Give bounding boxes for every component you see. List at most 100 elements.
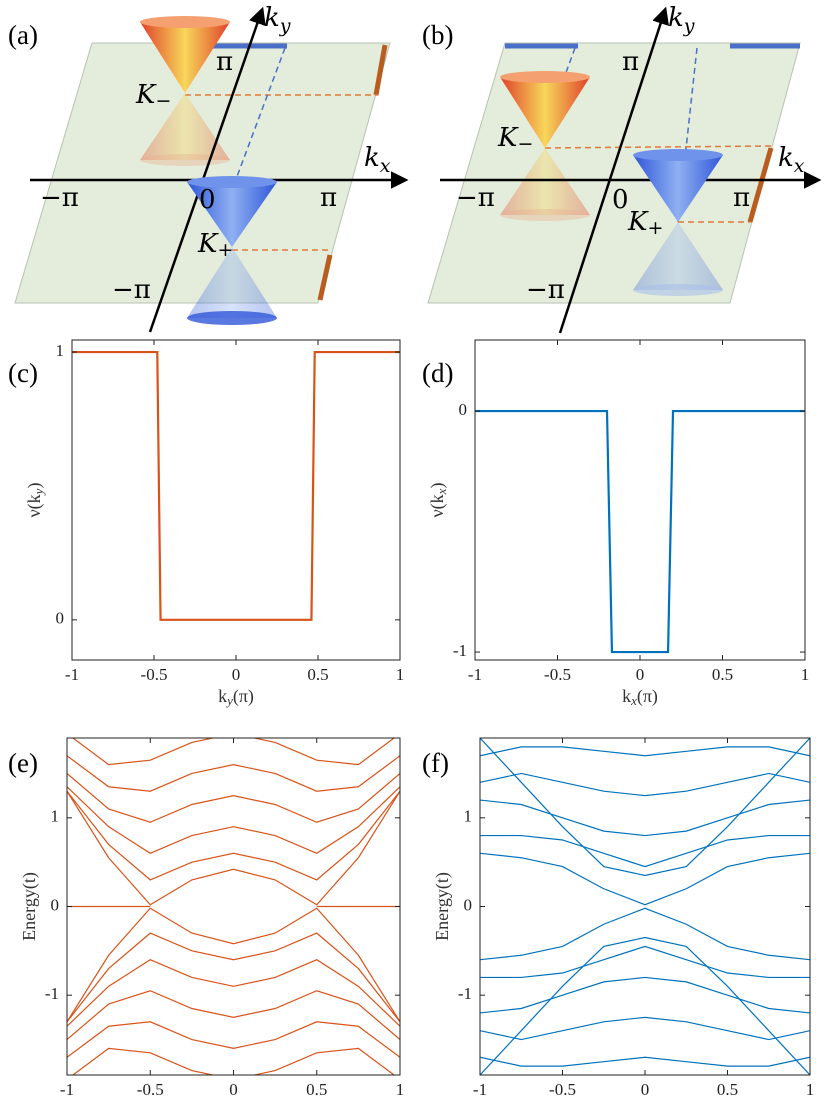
y-tick-label: 0 — [464, 895, 473, 914]
x-tick-label: -1 — [473, 1080, 487, 1099]
band-line — [480, 1016, 810, 1041]
x-axis-label: ky(π) — [218, 686, 254, 708]
ky-axis — [558, 6, 669, 334]
x-tick-label: 0 — [232, 665, 241, 684]
valley-label-sub: − — [517, 133, 533, 155]
band-line — [67, 1021, 400, 1058]
tick-label: π — [733, 183, 750, 213]
axis-label: ky — [264, 3, 291, 37]
valley-label-part: K — [135, 80, 157, 110]
band-line — [480, 976, 810, 1014]
x-axis-label-part: y — [225, 693, 233, 708]
cone — [633, 149, 723, 161]
y-tick-label: -1 — [45, 984, 59, 1003]
band-line — [67, 990, 400, 1040]
band-line — [475, 409, 805, 654]
y-axis-label-part: ν(k — [24, 494, 45, 517]
cone — [187, 176, 277, 188]
valley-label: K+ — [197, 229, 233, 261]
x-axis-label-part: k — [218, 686, 227, 706]
y-axis-label-part: ) — [427, 483, 448, 489]
axis-label-part: k — [778, 143, 794, 173]
cone — [187, 182, 277, 247]
x-tick-label: -1 — [60, 1080, 74, 1099]
x-axis-label-part: k — [622, 686, 631, 706]
x-tick-label: -1 — [65, 665, 79, 684]
band-line — [480, 834, 810, 868]
band-line — [480, 945, 810, 979]
x-tick-label: 0 — [636, 665, 645, 684]
axis-label-part: k — [364, 143, 380, 173]
valley-label: K− — [135, 80, 171, 112]
axes-box — [71, 339, 401, 661]
axis-label-sub: x — [380, 155, 391, 177]
y-axis-label: Energy(t) — [19, 872, 40, 941]
y-tick-label: 0 — [51, 895, 60, 914]
valley-label-sub: + — [647, 217, 663, 239]
y-axis-label-part: ν(k — [427, 494, 448, 517]
dashed-guide — [231, 47, 286, 191]
tick-label: −π — [456, 183, 495, 213]
y-tick-label: 1 — [51, 807, 60, 826]
x-tick-label: -1 — [468, 665, 482, 684]
cone — [500, 209, 590, 221]
valley-label-sub: + — [217, 239, 233, 261]
origin-label: 0 — [199, 185, 216, 215]
cone — [633, 284, 723, 296]
x-tick-label: 0 — [641, 1080, 650, 1099]
cone — [187, 247, 277, 318]
cone — [500, 77, 590, 148]
valley-label-part: K — [197, 229, 219, 259]
band-line — [480, 738, 810, 877]
band-line — [67, 790, 400, 906]
cone — [140, 22, 230, 93]
y-axis-label: ν(kx) — [427, 483, 449, 518]
axes-box — [474, 339, 806, 661]
band-line — [480, 907, 810, 961]
band-line — [72, 350, 400, 621]
y-tick-label: -1 — [458, 984, 472, 1003]
plot-area — [67, 738, 400, 1075]
x-tick-label: -0.5 — [141, 665, 168, 684]
panel-label: (b) — [422, 20, 453, 50]
axis-label-part: k — [668, 3, 684, 33]
valley-label-part: K — [627, 207, 649, 237]
cone — [633, 155, 723, 222]
band-line — [480, 746, 810, 757]
x-axis-label-part: x — [630, 693, 637, 708]
valley-label: K+ — [627, 207, 663, 239]
ky-axis — [148, 6, 266, 333]
band-line — [67, 773, 400, 823]
band-line — [71, 738, 396, 766]
y-axis-label: ν(ky) — [24, 483, 46, 518]
panel-label: (f) — [422, 748, 449, 778]
valley-label: K− — [497, 123, 533, 155]
brillouin-zone — [14, 42, 391, 304]
x-tick-label: 0.5 — [717, 1080, 738, 1099]
y-axis-label-part: x — [434, 488, 449, 495]
x-tick-label: 1 — [806, 1080, 815, 1099]
y-axis-label-part: y — [31, 488, 46, 496]
y-tick-label: 0 — [459, 400, 468, 419]
band-line — [480, 936, 810, 1075]
axes-box — [479, 737, 811, 1076]
tick-label: −π — [526, 275, 565, 305]
axis-label-part: k — [264, 3, 280, 33]
x-axis-label-part: (π) — [637, 686, 658, 707]
projection-bar — [373, 44, 388, 96]
valley-label-part: K — [497, 123, 519, 153]
band-line — [67, 959, 400, 1027]
axis-label: kx — [778, 143, 805, 177]
y-tick-label: 1 — [56, 341, 65, 360]
tick-label: π — [622, 47, 639, 77]
brillouin-zone — [427, 42, 801, 304]
panel-label: (e) — [8, 748, 38, 778]
tick-label: −π — [40, 183, 79, 213]
panel-label: (d) — [422, 358, 453, 388]
x-axis-label: kx(π) — [622, 686, 658, 708]
valley-label-sub: − — [155, 90, 171, 112]
band-line — [67, 790, 400, 881]
x-tick-label: 0.5 — [712, 665, 733, 684]
tick-label: −π — [112, 275, 151, 305]
